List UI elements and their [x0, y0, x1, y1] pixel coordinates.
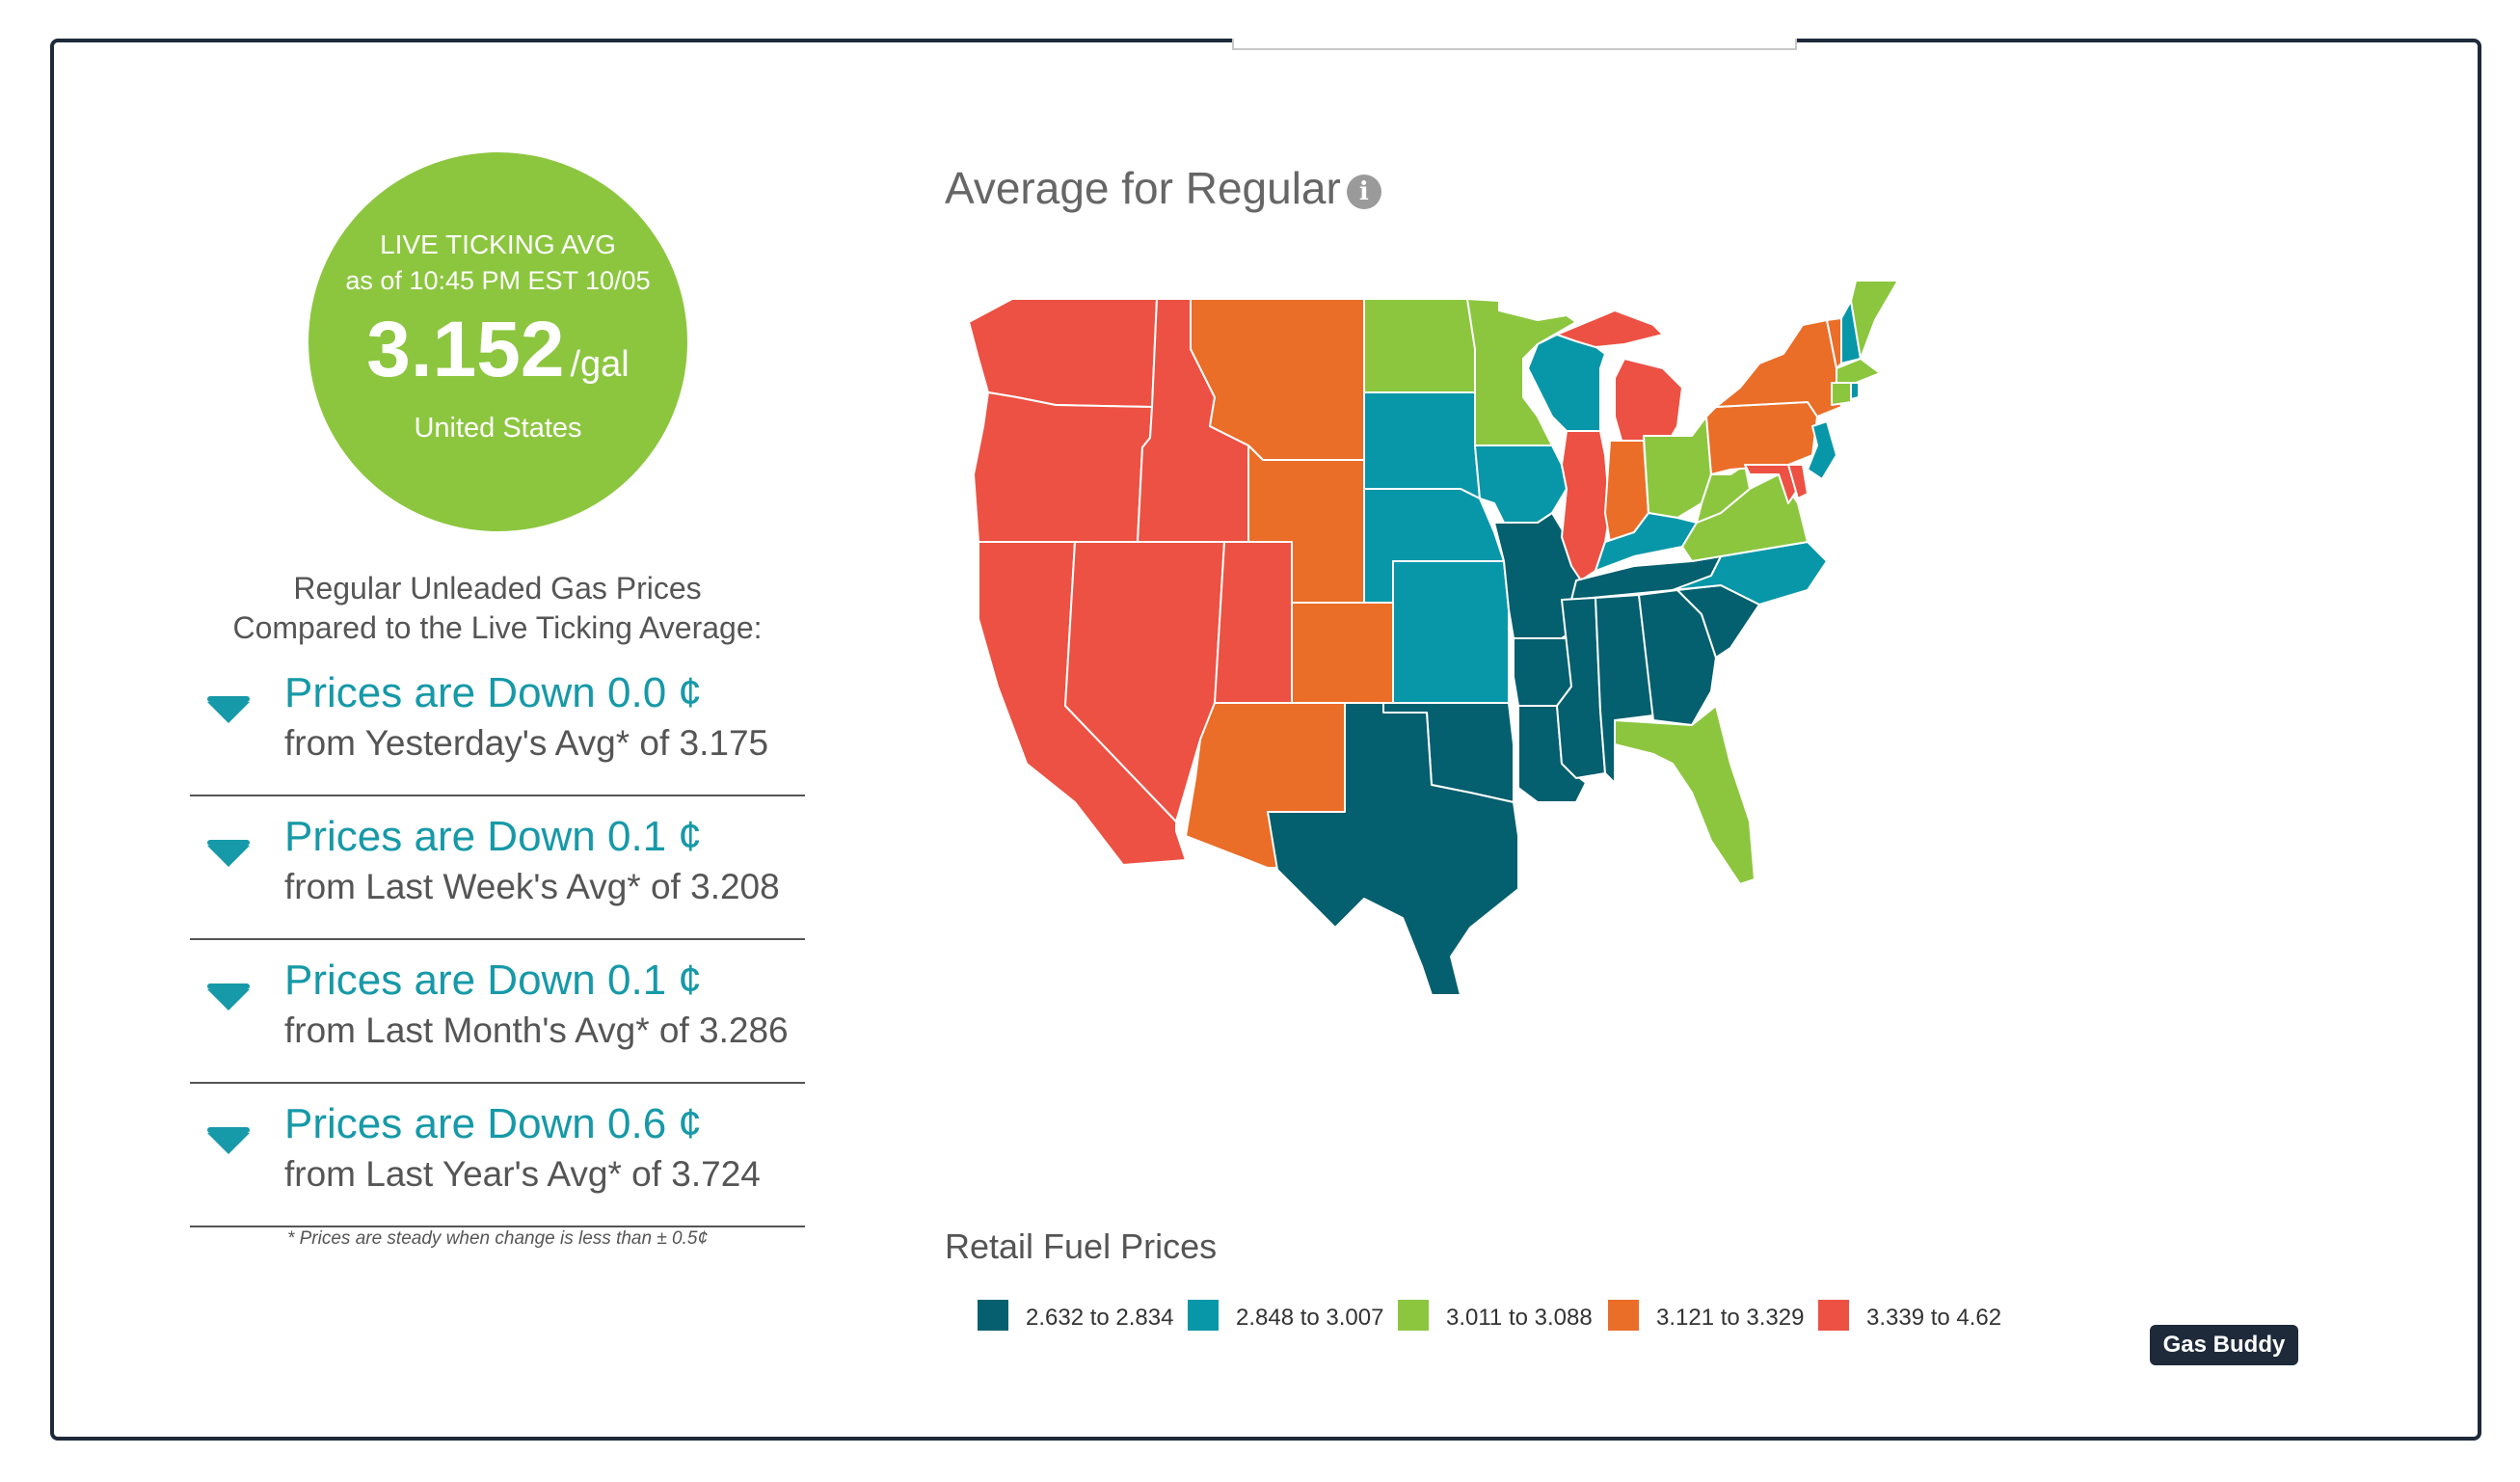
state-kansas[interactable]: [1392, 560, 1510, 704]
live-region: United States: [414, 413, 582, 444]
change-text: Prices are Down 0.1 ¢: [284, 957, 702, 1004]
state-connecticut[interactable]: [1831, 382, 1852, 406]
state-north-carolina[interactable]: [1672, 541, 1828, 606]
state-washington[interactable]: [968, 298, 1158, 408]
change-detail: from Last Year's Avg* of 3.724: [284, 1154, 761, 1194]
state-new-jersey[interactable]: [1807, 420, 1837, 480]
state-pennsylvania[interactable]: [1705, 401, 1818, 475]
change-text: Prices are Down 0.0 ¢: [284, 669, 702, 716]
legend-item: 2.632 to 2.834: [978, 1300, 1173, 1332]
legend-swatch: [1398, 1300, 1429, 1331]
legend-swatch: [978, 1300, 1008, 1331]
state-delaware[interactable]: [1787, 464, 1809, 499]
change-text: Prices are Down 0.6 ¢: [284, 1100, 702, 1147]
legend-item: 3.121 to 3.329: [1608, 1300, 1804, 1332]
comparison-heading-line2: Compared to the Live Ticking Average:: [232, 610, 763, 645]
state-illinois[interactable]: [1561, 430, 1611, 581]
gasbuddy-link-badge[interactable]: Gas Buddy: [2150, 1325, 2298, 1365]
change-detail: from Last Month's Avg* of 3.286: [284, 1010, 789, 1050]
legend-label: 3.339 to 4.62: [1866, 1305, 2002, 1331]
comparison-row-last-month: Prices are Down 0.1 ¢ from Last Month's …: [190, 953, 805, 1084]
legend-title: Retail Fuel Prices: [945, 1226, 1218, 1266]
state-michigan-upper[interactable]: [1556, 310, 1664, 348]
state-kentucky[interactable]: [1595, 512, 1698, 572]
state-oregon[interactable]: [973, 391, 1153, 543]
live-price-unit: /gal: [570, 344, 630, 385]
legend-swatch: [1188, 1300, 1219, 1331]
legend-label: 3.121 to 3.329: [1656, 1305, 1805, 1331]
comparison-row-last-year: Prices are Down 0.6 ¢ from Last Year's A…: [190, 1096, 805, 1227]
change-detail: from Yesterday's Avg* of 3.175: [284, 723, 769, 763]
down-arrow-icon: [207, 1127, 250, 1154]
map-title: Average for Regular i: [945, 162, 1381, 214]
state-new-york[interactable]: [1715, 319, 1842, 418]
info-icon[interactable]: i: [1346, 175, 1381, 209]
live-price: 3.152/gal: [308, 305, 687, 395]
map-title-text: Average for Regular: [945, 163, 1341, 213]
top-tab-strip: [1232, 39, 1797, 50]
state-iowa[interactable]: [1474, 445, 1568, 524]
state-colorado[interactable]: [1291, 602, 1394, 704]
comparison-heading-line1: Regular Unleaded Gas Prices: [293, 571, 702, 606]
live-average-badge: LIVE TICKING AVG as of 10:45 PM EST 10/0…: [308, 152, 687, 531]
steady-price-footnote: * Prices are steady when change is less …: [286, 1228, 709, 1249]
comparison-row-last-week: Prices are Down 0.1 ¢ from Last Week's A…: [190, 809, 805, 940]
legend-swatch: [1608, 1300, 1639, 1331]
state-florida[interactable]: [1614, 705, 1756, 885]
down-arrow-icon: [207, 984, 250, 1010]
comparison-heading: Regular Unleaded Gas Prices Compared to …: [174, 569, 821, 648]
legend-label: 2.848 to 3.007: [1236, 1305, 1384, 1331]
legend-label: 2.632 to 2.834: [1026, 1305, 1174, 1331]
live-timestamp: as of 10:45 PM EST 10/05: [345, 266, 651, 295]
state-texas[interactable]: [1267, 702, 1519, 996]
live-label: LIVE TICKING AVG: [380, 229, 616, 259]
state-south-dakota[interactable]: [1363, 391, 1481, 499]
down-arrow-icon: [207, 840, 250, 867]
state-maine[interactable]: [1850, 282, 1909, 360]
state-massachusetts[interactable]: [1836, 358, 1881, 384]
legend-swatch: [1818, 1300, 1849, 1331]
live-price-value: 3.152: [366, 306, 565, 393]
legend-item: 2.848 to 3.007: [1188, 1300, 1383, 1332]
down-arrow-icon: [207, 696, 250, 723]
legend-item: 3.011 to 3.088: [1398, 1300, 1593, 1332]
legend-label: 3.011 to 3.088: [1446, 1305, 1593, 1331]
change-text: Prices are Down 0.1 ¢: [284, 813, 702, 860]
legend-item: 3.339 to 4.62: [1818, 1300, 2001, 1332]
change-detail: from Last Week's Avg* of 3.208: [284, 867, 780, 906]
comparison-row-yesterday: Prices are Down 0.0 ¢ from Yesterday's A…: [190, 665, 805, 796]
state-north-dakota[interactable]: [1363, 298, 1476, 393]
us-price-map: [968, 282, 1909, 996]
state-rhode-island[interactable]: [1850, 382, 1860, 400]
